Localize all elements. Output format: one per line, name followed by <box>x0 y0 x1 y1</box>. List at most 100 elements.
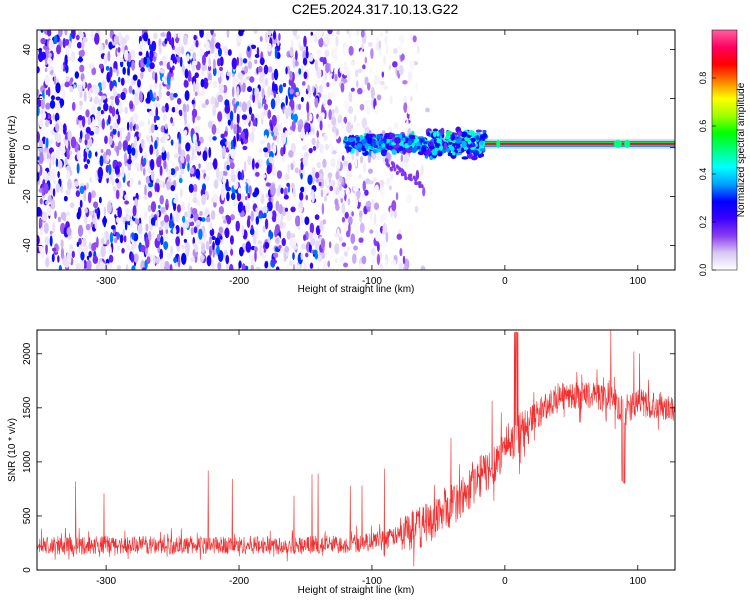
spectrogram-cell <box>159 60 164 66</box>
spectrogram-cell <box>150 170 155 181</box>
spectrogram-cell <box>230 192 236 201</box>
spectrogram-cell <box>312 145 317 151</box>
spectrogram-cell <box>231 86 235 98</box>
spectrogram-cell <box>129 218 133 229</box>
spectrogram-x-tick-label: -200 <box>229 276 249 287</box>
spectrogram-cell <box>327 172 333 179</box>
spectrogram-cell <box>81 40 85 51</box>
spectrogram-cell <box>383 212 388 220</box>
spectrogram-cell <box>57 160 63 170</box>
spectrogram-cell <box>359 155 364 164</box>
spectrogram-cell <box>457 131 462 137</box>
spectrogram-cell <box>265 193 269 198</box>
spectrogram-cell <box>370 146 374 150</box>
spectrogram-cell <box>118 140 122 151</box>
spectrogram-cell <box>348 91 353 103</box>
spectrogram-cell <box>57 255 60 263</box>
spectrogram-cell <box>322 263 327 270</box>
spectrogram-cell <box>46 205 52 217</box>
spectrogram-cell <box>168 39 174 46</box>
spectrogram-cell <box>151 70 156 81</box>
spectrogram-cell <box>55 133 62 144</box>
spectrogram-cell <box>195 200 201 207</box>
spectrogram-cell <box>103 53 108 65</box>
spectrogram-cell <box>224 104 230 114</box>
spectrogram-cell <box>260 247 264 253</box>
spectrogram-cell <box>80 259 85 270</box>
colorbar-tick-label: 0.6 <box>698 120 708 133</box>
spectrogram-cell <box>37 206 42 217</box>
spectrogram-cell <box>205 31 210 41</box>
spectrogram-cell <box>398 168 402 173</box>
spectrogram-cell <box>470 137 477 143</box>
spectrogram-cell <box>94 221 98 229</box>
spectrogram-cell <box>63 195 68 202</box>
spectrogram-cell <box>65 64 69 74</box>
spectrogram-cell <box>262 225 266 233</box>
spectrogram-cell <box>376 253 381 266</box>
spectrogram-cell <box>46 152 50 161</box>
spectrogram-cell <box>60 143 67 154</box>
spectrogram-cell <box>124 194 129 201</box>
spectrogram-cell <box>263 103 268 111</box>
spectrogram-cell <box>283 144 286 155</box>
spectrogram-cell <box>73 84 76 89</box>
spectrogram-cell <box>198 228 203 240</box>
spectrogram-cell <box>118 187 124 199</box>
spectrogram-cell <box>285 95 288 106</box>
spectrogram-cell <box>81 126 87 135</box>
spectrogram-cell <box>130 252 135 263</box>
spectrogram-cell <box>176 97 182 105</box>
snr-y-tick-label: 1500 <box>22 396 33 419</box>
spectrogram-cell <box>335 51 338 62</box>
spectrogram-cell <box>135 124 139 131</box>
spectrogram-cell <box>45 257 50 268</box>
spectrogram-cell <box>276 212 282 225</box>
spectrogram-cell <box>112 185 117 192</box>
spectrogram-cell <box>217 47 222 57</box>
spectrogram-cell <box>261 88 265 99</box>
spectrogram-cell <box>192 51 197 61</box>
spectrogram-cell <box>237 201 243 214</box>
spectrogram-cell <box>311 137 316 146</box>
spectrogram-cell <box>117 46 121 53</box>
spectrogram-cell <box>415 81 418 93</box>
spectrogram-cell <box>174 153 179 159</box>
spectrogram-cell <box>374 105 379 116</box>
spectrogram-cell <box>208 57 211 68</box>
spectrogram-cell <box>90 30 95 41</box>
spectrogram-cell <box>125 243 131 251</box>
spectrogram-cell <box>170 76 175 81</box>
spectrogram-cell <box>75 262 81 270</box>
spectrogram-cell <box>84 250 88 259</box>
spectrogram-cell <box>37 89 40 97</box>
spectrogram-cell <box>292 30 298 37</box>
spectrogram-cell <box>420 184 424 189</box>
spectrogram-cell <box>154 52 158 57</box>
spectrogram-line-blob <box>496 139 501 148</box>
spectrogram-cell <box>205 216 211 223</box>
spectrogram-cell <box>57 216 62 223</box>
spectrogram-cell <box>154 139 158 150</box>
spectrogram-cell <box>75 190 81 197</box>
spectrogram-cell <box>411 142 415 148</box>
spectrogram-cell <box>124 200 130 205</box>
spectrogram-cell <box>176 55 181 63</box>
spectrogram-cell <box>117 233 121 238</box>
spectrogram-cell <box>88 63 94 70</box>
spectrogram-cell <box>201 87 205 97</box>
spectrogram-cell <box>361 255 367 265</box>
spectrogram-cell <box>62 123 67 135</box>
spectrogram-cell <box>460 131 468 138</box>
spectrogram-cell <box>355 80 359 88</box>
spectrogram-cell <box>241 101 248 113</box>
spectrogram-cell <box>467 130 475 136</box>
spectrogram-cell <box>350 87 355 92</box>
spectrogram-cell <box>271 130 274 137</box>
spectrogram-cell <box>109 246 112 258</box>
spectrogram-cell <box>391 164 395 169</box>
spectrogram-cell <box>269 231 274 239</box>
spectrogram-cell <box>343 100 348 107</box>
spectrogram-cell <box>324 250 328 256</box>
spectrogram-cell <box>389 166 393 171</box>
